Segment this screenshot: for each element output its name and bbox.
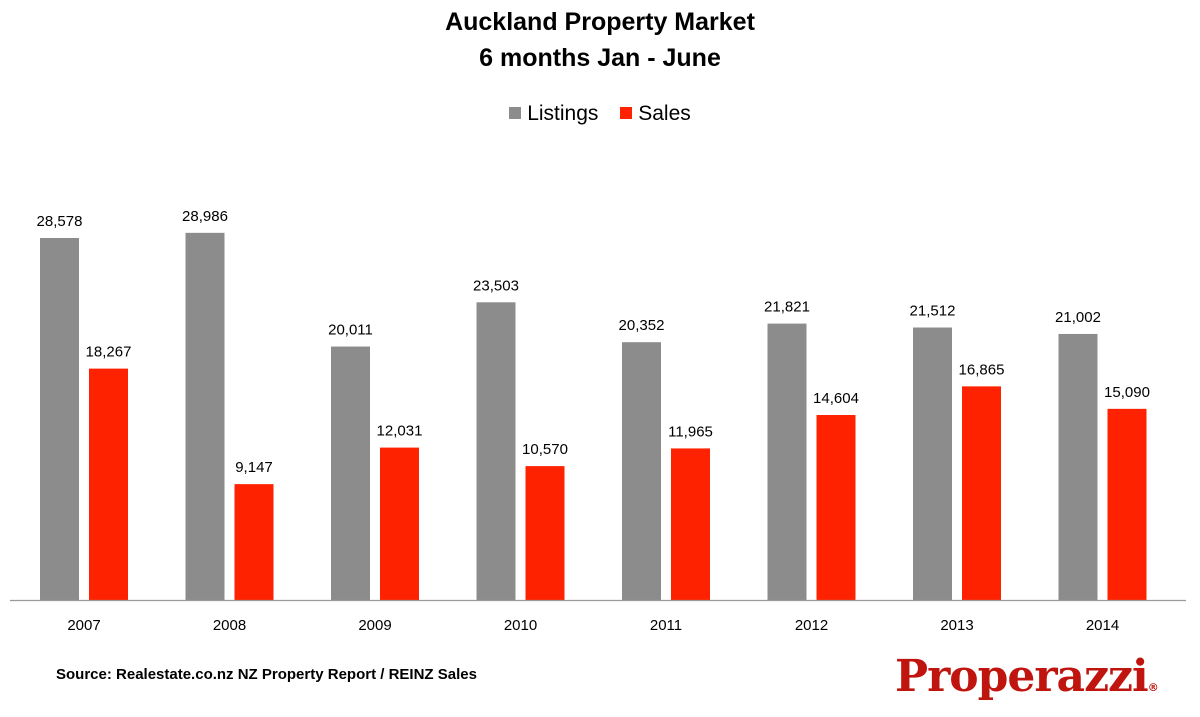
logo-registered-mark: ® — [1147, 681, 1159, 694]
data-label-listings-2008: 28,986 — [182, 208, 228, 225]
data-label-sales-2007: 18,267 — [86, 344, 132, 361]
data-label-listings-2009: 20,011 — [328, 322, 373, 339]
chart-title: Auckland Property Market — [445, 8, 755, 36]
x-tick-label-2010: 2010 — [504, 617, 537, 634]
x-tick-label-2007: 2007 — [67, 617, 100, 634]
bar-sales-2010 — [525, 466, 565, 600]
legend-item-sales: Sales — [620, 102, 691, 126]
bar-sales-2008 — [234, 484, 274, 600]
plot-area: 28,578 18,267 2007 28,986 9,147 2008 20,011 12,… — [10, 208, 1186, 634]
data-label-listings-2012: 21,821 — [764, 299, 810, 316]
logo-text: Properazzi — [895, 651, 1149, 702]
bar-listings-2012 — [767, 323, 807, 600]
data-label-sales-2014: 15,090 — [1104, 384, 1150, 401]
data-label-sales-2012: 14,604 — [813, 390, 859, 407]
data-label-sales-2011: 11,965 — [668, 423, 713, 440]
data-label-listings-2014: 21,002 — [1055, 309, 1101, 326]
x-tick-label-2008: 2008 — [213, 617, 246, 634]
bar-sales-2013 — [962, 386, 1001, 600]
bar-sales-2014 — [1107, 408, 1147, 600]
x-tick-label-2014: 2014 — [1086, 617, 1119, 634]
legend-item-listings: Listings — [509, 102, 598, 126]
bar-listings-2013 — [913, 327, 952, 600]
x-tick-label-2012: 2012 — [795, 617, 828, 634]
data-label-sales-2010: 10,570 — [522, 441, 568, 458]
x-tick-label-2011: 2011 — [650, 617, 682, 634]
chart-subtitle: 6 months Jan - June — [479, 44, 721, 72]
legend-swatch-sales — [620, 107, 633, 119]
legend: Listings Sales — [0, 102, 1200, 126]
data-label-listings-2010: 23,503 — [473, 277, 519, 294]
data-label-sales-2009: 12,031 — [377, 423, 423, 440]
legend-label-sales: Sales — [638, 102, 691, 125]
data-label-listings-2013: 21,512 — [910, 303, 956, 320]
bar-sales-2011 — [671, 448, 710, 600]
data-label-listings-2007: 28,578 — [37, 213, 83, 230]
data-label-sales-2008: 9,147 — [235, 459, 273, 476]
source-note: Source: Realestate.co.nz NZ Property Rep… — [56, 666, 477, 683]
data-label-listings-2011: 20,352 — [619, 317, 665, 334]
bar-sales-2009 — [380, 447, 419, 600]
legend-swatch-listings — [509, 107, 522, 119]
bar-listings-2007 — [40, 238, 79, 600]
bar-listings-2008 — [185, 232, 225, 600]
x-tick-label-2009: 2009 — [358, 617, 391, 634]
bar-sales-2012 — [816, 415, 856, 600]
bar-listings-2010 — [476, 302, 516, 600]
data-label-sales-2013: 16,865 — [959, 361, 1005, 378]
bar-sales-2007 — [89, 368, 128, 600]
bar-listings-2011 — [622, 342, 661, 600]
legend-label-listings: Listings — [527, 102, 599, 125]
bar-listings-2014 — [1058, 333, 1098, 600]
bar-listings-2009 — [331, 346, 370, 600]
properazzi-logo: Properazzi® — [895, 651, 1159, 702]
x-tick-label-2013: 2013 — [940, 617, 973, 634]
